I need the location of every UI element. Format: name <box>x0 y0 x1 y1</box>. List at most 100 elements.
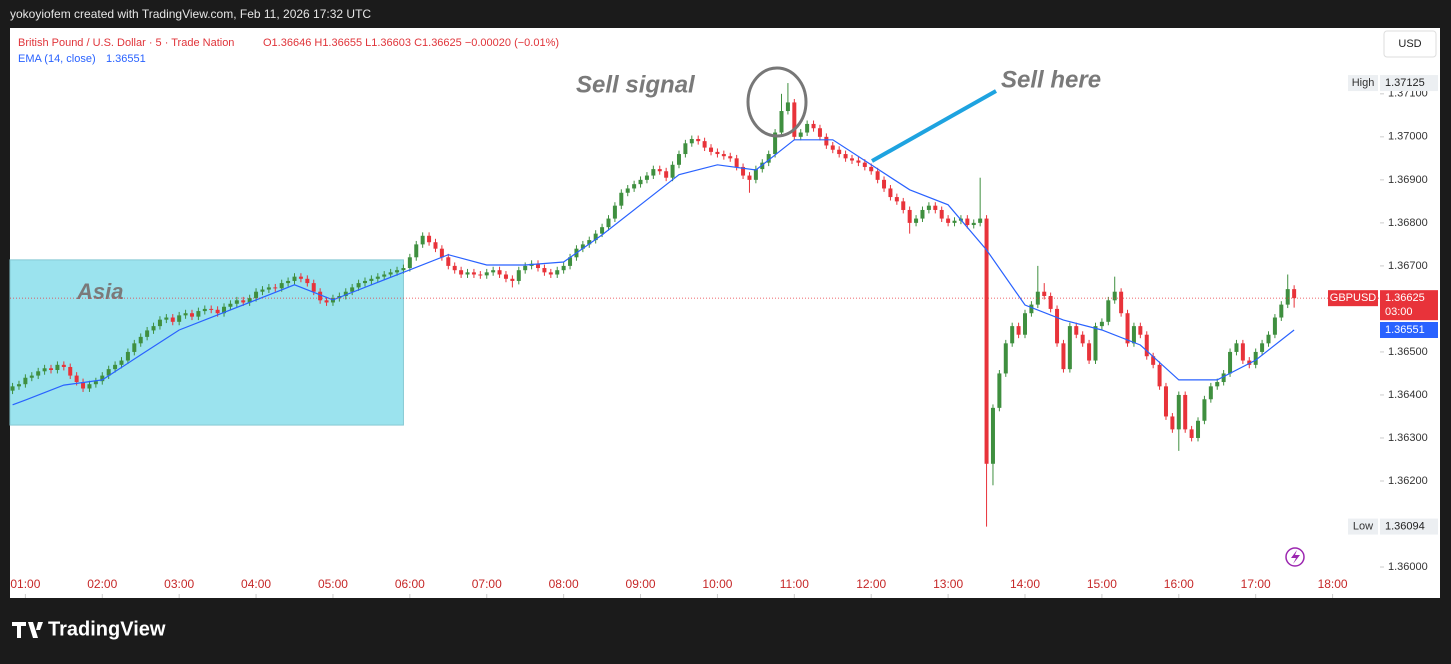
candle-body <box>42 368 47 372</box>
candle-body <box>1260 343 1265 352</box>
candle-body <box>741 166 746 176</box>
candle-body <box>1151 356 1156 365</box>
candle-body <box>113 364 118 370</box>
candle-body <box>170 317 175 322</box>
candle-body <box>760 162 765 170</box>
candle-body <box>894 197 899 202</box>
candle-body <box>1048 296 1053 309</box>
candle-body <box>324 300 329 303</box>
candle-body <box>1144 334 1149 357</box>
candle-body <box>1292 289 1297 299</box>
annotation-sell-signal: Sell signal <box>576 71 696 98</box>
candle-body <box>811 123 816 129</box>
candle-body <box>1112 291 1117 301</box>
candle-body <box>151 326 156 331</box>
candle-body <box>292 276 297 281</box>
candle-body <box>843 154 848 159</box>
candle-body <box>971 222 976 226</box>
candle-body <box>16 384 21 387</box>
candle-body <box>978 218 983 223</box>
brand-logo <box>12 622 43 638</box>
candle-body <box>87 384 92 389</box>
alert-icon[interactable] <box>1285 547 1305 567</box>
candle-body <box>177 315 182 322</box>
y-tick-label: 1.36500 <box>1388 346 1428 358</box>
candle-body <box>516 270 521 281</box>
candle-body <box>568 257 573 266</box>
candle-body <box>1285 289 1290 305</box>
x-tick-label: 12:00 <box>856 577 886 591</box>
symbol-tag-box <box>1328 290 1378 307</box>
candle-body <box>548 272 553 275</box>
candle-body <box>1176 394 1181 430</box>
candle-body <box>580 244 585 249</box>
currency-button[interactable] <box>1383 30 1437 58</box>
ema-price-box <box>1380 321 1438 338</box>
candle-body <box>734 158 739 167</box>
candle-body <box>747 175 752 180</box>
candle-body <box>407 257 412 269</box>
candle-body <box>939 209 944 219</box>
candle-body <box>491 270 496 273</box>
candle-body <box>427 235 432 243</box>
signal-circle <box>746 66 808 138</box>
candle-body <box>1106 300 1111 322</box>
candle-body <box>676 154 681 165</box>
x-tick-label: 03:00 <box>164 577 194 591</box>
entry-arrow <box>871 89 997 163</box>
candle-body <box>1042 291 1047 297</box>
candle-body <box>215 309 220 314</box>
candle-body <box>817 128 822 137</box>
x-tick-label: 13:00 <box>933 577 963 591</box>
ema-price: 1.36551 <box>1385 324 1425 336</box>
candle-body <box>542 268 547 273</box>
candle-body <box>125 351 130 361</box>
legend-ema-value: 1.36551 <box>106 53 146 65</box>
candle-body <box>356 283 361 288</box>
alert-bolt <box>1291 550 1300 564</box>
candle-body <box>350 287 355 292</box>
candle-body <box>1208 386 1213 400</box>
ema-line <box>12 139 1295 406</box>
candle-body <box>484 272 489 276</box>
candle-body <box>29 375 34 378</box>
symbol-tag: GBPUSD <box>1330 292 1377 304</box>
candle-body <box>439 248 444 258</box>
candle-body <box>561 265 566 271</box>
session-box <box>9 259 404 426</box>
candle-body <box>869 166 874 172</box>
y-tick-label: 1.36900 <box>1388 174 1428 186</box>
y-tick-label: 1.36000 <box>1388 561 1428 573</box>
candle-body <box>196 311 201 317</box>
candle-body <box>433 242 438 249</box>
candle-body <box>106 369 111 376</box>
last-price: 1.36625 <box>1385 292 1425 304</box>
candle-body <box>164 317 169 320</box>
candle-body <box>471 272 476 275</box>
currency[interactable]: USD <box>1398 38 1421 50</box>
candle-body <box>382 274 387 277</box>
candle-body <box>1157 364 1162 387</box>
candle-body <box>497 270 502 275</box>
candle-body <box>100 375 105 382</box>
candle-body <box>362 280 367 284</box>
candle-body <box>702 141 707 148</box>
y-tick-label: 1.36300 <box>1388 432 1428 444</box>
candle-body <box>260 289 265 292</box>
candle-body <box>715 151 720 155</box>
candle-body <box>503 274 508 279</box>
candle-body <box>587 240 592 245</box>
candle-body <box>952 220 957 223</box>
legend-symbol: British Pound / U.S. Dollar · 5 · Trade … <box>18 37 234 49</box>
candle-body <box>1202 399 1207 421</box>
candle-body <box>1093 326 1098 361</box>
candle-body <box>753 169 758 180</box>
candle-body <box>1125 313 1130 344</box>
candle-body <box>875 171 880 180</box>
candle-body <box>670 164 675 178</box>
plot-layer: Asia1.371001.370001.369001.368001.367001… <box>9 75 1438 598</box>
candle-body <box>1087 343 1092 361</box>
candle-body <box>888 188 893 198</box>
candle-body <box>401 268 406 271</box>
